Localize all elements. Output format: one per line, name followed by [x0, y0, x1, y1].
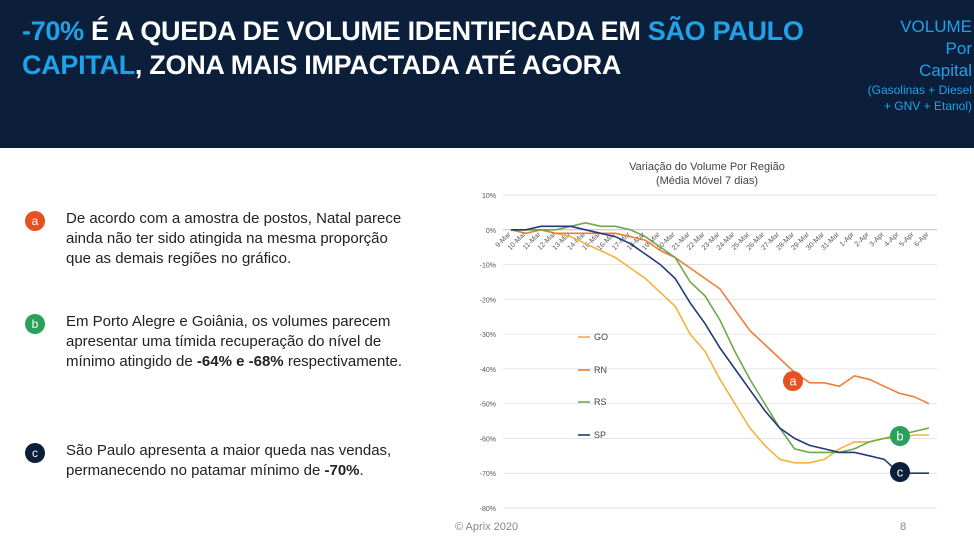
x-tick-label: 2-Apr [854, 231, 872, 249]
chart-subtitle: (Média Móvel 7 dias) [656, 175, 758, 187]
x-tick-label: 1-Apr [839, 231, 857, 249]
series-line-rn [510, 228, 930, 405]
side-line-3: Capital [919, 61, 972, 80]
bullet-b-body: Em Porto Alegre e Goiânia, os volumes pa… [66, 313, 391, 370]
bullet-a-text: De acordo com a amostra de postos, Natal… [66, 209, 411, 269]
x-tick-label: 6-Apr [913, 231, 931, 249]
x-tick-label: 4-Apr [883, 231, 901, 249]
series-line-sp [511, 225, 929, 475]
x-tick-label: 3-Apr [869, 231, 887, 249]
y-tick-label: -10% [480, 263, 496, 270]
annotation-label-b: b [896, 429, 903, 444]
legend-label-go: GO [594, 332, 608, 342]
series-line-go [511, 229, 929, 464]
bullet-c-text: São Paulo apresenta a maior queda nas ve… [66, 441, 411, 481]
x-tick-label: 5-Apr [898, 231, 916, 249]
footer-copyright: © Aprix 2020 [455, 521, 519, 533]
legend-label-sp: SP [594, 430, 606, 440]
title-text-2: , ZONA MAIS IMPACTADA ATÉ AGORA [134, 50, 622, 80]
y-tick-label: -20% [480, 297, 496, 304]
annotation-marker-a [783, 371, 803, 391]
bullet-c-body: São Paulo apresenta a maior queda nas ve… [66, 442, 392, 479]
side-line-4: (Gasolinas + Diesel [867, 83, 972, 97]
bullet-a-body: De acordo com a amostra de postos, Natal… [66, 210, 402, 267]
annotation-label-c: c [897, 465, 904, 480]
bullet-c-end: . [359, 462, 364, 479]
y-tick-label: -50% [480, 402, 496, 409]
y-tick-label: -40% [480, 367, 496, 374]
y-tick-label: -60% [480, 436, 496, 443]
badge-a: a [25, 211, 45, 231]
bullet-b-text: Em Porto Alegre e Goiânia, os volumes pa… [66, 312, 411, 372]
side-line-2: Por [945, 39, 972, 58]
legend-label-rs: RS [594, 397, 607, 407]
side-caption: VOLUME Por Capital (Gasolinas + Diesel +… [812, 16, 972, 114]
title-highlight-city: SÃO PAULO CAPITAL [22, 16, 804, 80]
y-tick-label: 10% [482, 193, 496, 200]
header-banner: -70% É A QUEDA DE VOLUME IDENTIFICADA EM… [0, 0, 974, 148]
page-title: -70% É A QUEDA DE VOLUME IDENTIFICADA EM… [22, 14, 822, 82]
bullet-b-end: respectivamente. [283, 353, 403, 370]
y-tick-label: 0% [486, 228, 496, 235]
side-line-1: VOLUME [900, 17, 972, 36]
annotation-marker-b [890, 426, 910, 446]
chart-title: Variação do Volume Por Região [629, 161, 785, 173]
y-tick-label: -70% [480, 471, 496, 478]
badge-c: c [25, 443, 45, 463]
annotation-marker-c [890, 462, 910, 482]
title-text-1: É A QUEDA DE VOLUME IDENTIFICADA EM [83, 16, 648, 46]
footer-page-number: 8 [900, 521, 907, 533]
title-highlight-percent: -70% [22, 16, 84, 46]
y-tick-label: -80% [480, 506, 496, 513]
bullet-b-value-2: -68% [248, 353, 284, 370]
series-line-rs [511, 221, 930, 454]
bullet-b-value-1: -64% [196, 353, 232, 370]
badge-b: b [25, 314, 45, 334]
annotation-label-a: a [789, 374, 797, 389]
bullet-c-value: -70% [324, 462, 360, 479]
y-tick-label: -30% [480, 332, 496, 339]
legend-label-rn: RN [594, 365, 607, 375]
side-line-5: + GNV + Etanol) [883, 99, 972, 113]
bullet-b-connector: e [231, 353, 249, 370]
